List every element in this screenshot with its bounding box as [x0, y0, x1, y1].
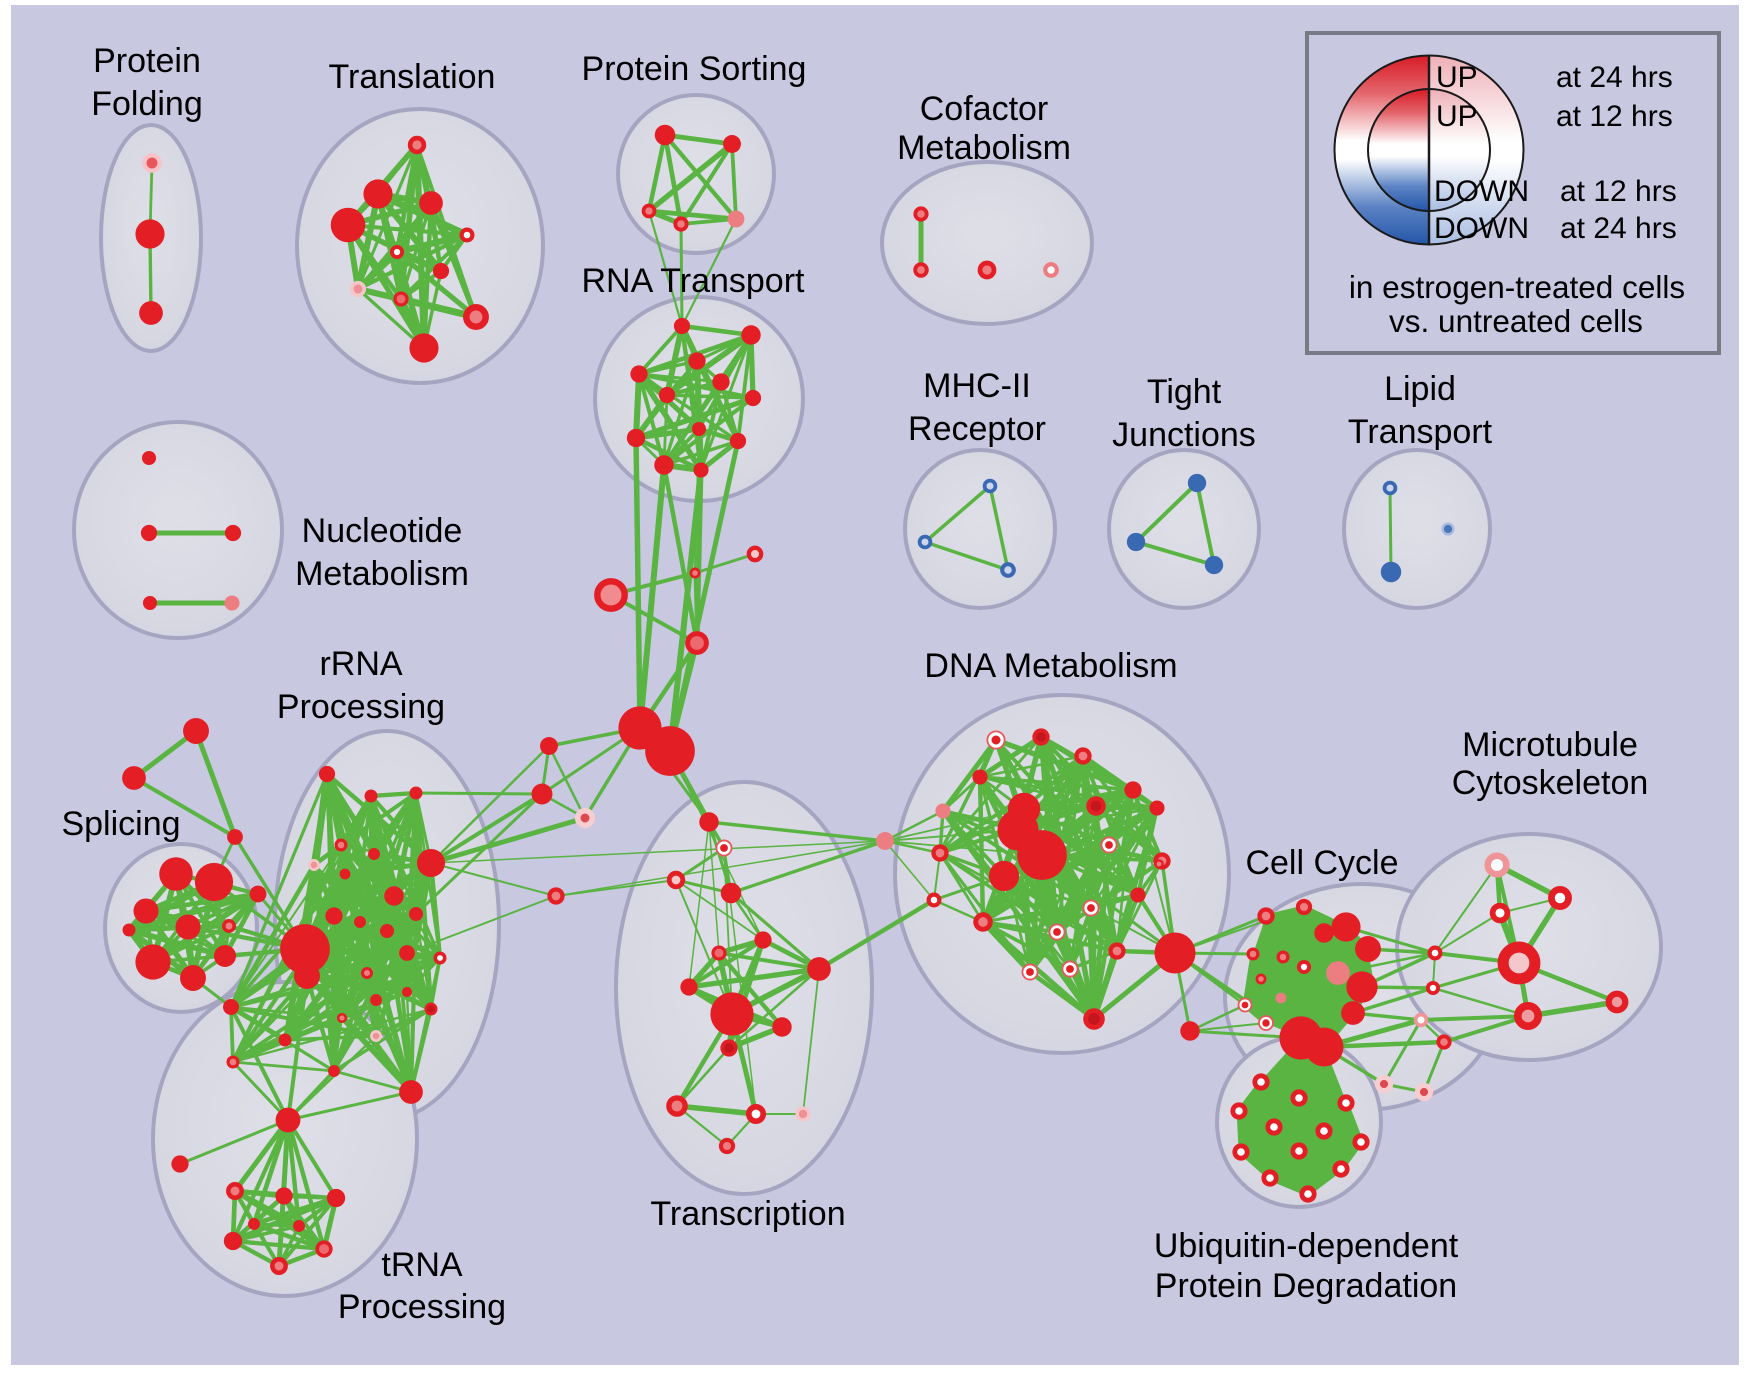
svg-text:Splicing: Splicing	[61, 805, 180, 843]
svg-text:Cell Cycle: Cell Cycle	[1245, 844, 1398, 882]
svg-text:Protein Sorting: Protein Sorting	[582, 50, 807, 88]
svg-text:Transport: Transport	[1348, 413, 1493, 451]
svg-text:UP: UP	[1436, 100, 1478, 133]
svg-text:Cofactor: Cofactor	[920, 90, 1049, 128]
svg-text:Translation: Translation	[329, 58, 496, 96]
svg-text:Transcription: Transcription	[650, 1195, 845, 1233]
svg-text:Metabolism: Metabolism	[897, 129, 1071, 167]
svg-text:at 24 hrs: at 24 hrs	[1556, 61, 1673, 94]
svg-text:tRNA: tRNA	[381, 1246, 463, 1284]
svg-text:Junctions: Junctions	[1112, 416, 1256, 454]
svg-text:Processing: Processing	[338, 1288, 506, 1326]
svg-text:Nucleotide: Nucleotide	[302, 512, 463, 550]
svg-text:Cytoskeleton: Cytoskeleton	[1452, 764, 1649, 802]
svg-text:Ubiquitin-dependent: Ubiquitin-dependent	[1154, 1227, 1459, 1265]
svg-text:RNA Transport: RNA Transport	[582, 262, 806, 300]
svg-text:Processing: Processing	[277, 688, 445, 726]
svg-text:DOWN: DOWN	[1434, 212, 1529, 245]
svg-text:Protein Degradation: Protein Degradation	[1155, 1267, 1457, 1305]
svg-text:at 12 hrs: at 12 hrs	[1556, 100, 1673, 133]
svg-text:rRNA: rRNA	[319, 645, 402, 683]
svg-text:Metabolism: Metabolism	[295, 555, 469, 593]
svg-text:Protein: Protein	[93, 42, 201, 80]
svg-text:MHC-II: MHC-II	[923, 367, 1031, 405]
svg-text:at 12 hrs: at 12 hrs	[1560, 175, 1677, 208]
svg-text:UP: UP	[1436, 61, 1478, 94]
svg-text:DNA Metabolism: DNA Metabolism	[924, 647, 1177, 685]
svg-text:Lipid: Lipid	[1384, 370, 1456, 408]
svg-text:Tight: Tight	[1147, 373, 1222, 411]
svg-text:Receptor: Receptor	[908, 410, 1046, 448]
svg-text:at 24 hrs: at 24 hrs	[1560, 212, 1677, 245]
svg-text:Microtubule: Microtubule	[1462, 726, 1638, 764]
svg-text:DOWN: DOWN	[1434, 175, 1529, 208]
svg-text:in estrogen-treated cells: in estrogen-treated cells	[1349, 269, 1685, 305]
svg-text:Folding: Folding	[91, 85, 203, 123]
svg-text:vs. untreated cells: vs. untreated cells	[1389, 303, 1643, 339]
